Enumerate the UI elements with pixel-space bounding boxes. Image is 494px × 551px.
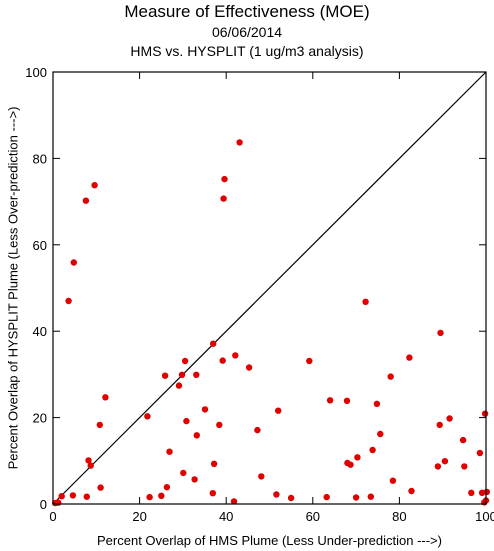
data-point	[258, 473, 265, 480]
data-point	[70, 259, 78, 266]
data-point	[216, 421, 223, 429]
data-point	[230, 498, 238, 505]
x-tick-label: 40	[219, 509, 233, 524]
data-point	[85, 457, 92, 464]
data-point	[210, 460, 218, 467]
y-tick-label: 80	[33, 151, 47, 166]
data-point	[459, 436, 467, 444]
data-point	[193, 371, 200, 378]
data-point	[82, 197, 90, 204]
data-point	[201, 406, 209, 413]
data-point	[146, 493, 153, 501]
data-point	[468, 489, 475, 496]
points-layer	[52, 139, 491, 507]
data-point	[97, 484, 104, 491]
data-point	[166, 448, 173, 455]
data-point	[441, 458, 449, 465]
data-point	[220, 195, 227, 202]
y-tick-label: 40	[33, 324, 47, 339]
data-point	[362, 298, 369, 305]
data-point	[232, 352, 239, 359]
data-point	[446, 415, 453, 422]
data-point	[181, 357, 189, 365]
data-point	[387, 373, 394, 380]
data-point	[406, 354, 413, 361]
data-point	[369, 446, 376, 454]
data-point	[183, 417, 190, 425]
y-tick-label: 20	[33, 411, 47, 426]
data-point	[343, 397, 351, 404]
data-point	[347, 461, 354, 468]
data-point	[210, 340, 217, 347]
data-point	[436, 421, 443, 429]
data-point	[193, 432, 200, 439]
plot-frame	[52, 71, 487, 505]
data-point	[191, 476, 198, 483]
y-axis-label: Percent Overlap of HYSPLIT Plume (Less O…	[6, 107, 21, 470]
data-point	[434, 463, 442, 470]
chart-subtitle-date: 06/06/2014	[211, 24, 283, 40]
data-point	[483, 488, 491, 496]
data-point	[163, 484, 171, 491]
data-point	[144, 413, 151, 420]
data-point	[161, 372, 169, 379]
x-tick-label: 20	[132, 509, 146, 524]
data-point	[219, 357, 226, 364]
data-point	[461, 463, 468, 470]
data-point	[91, 182, 98, 189]
data-point	[69, 492, 77, 499]
data-point	[65, 297, 72, 305]
data-point	[236, 139, 243, 146]
data-point	[58, 493, 65, 500]
data-point	[102, 394, 109, 401]
data-point	[254, 426, 261, 434]
data-point	[481, 410, 489, 417]
y-tick-label: 100	[25, 65, 47, 80]
data-point	[408, 487, 415, 495]
data-point	[367, 493, 374, 500]
data-point	[326, 397, 334, 404]
chart-title: Measure of Effectiveness (MOE)	[124, 2, 370, 21]
data-point	[275, 407, 282, 414]
x-tick-label: 60	[306, 509, 320, 524]
data-point	[306, 357, 313, 365]
data-point	[209, 490, 216, 497]
data-point	[178, 371, 186, 378]
data-point	[323, 493, 330, 501]
y-tick-label: 0	[40, 497, 47, 512]
data-point	[377, 430, 384, 438]
chart-subtitle-analysis: HMS vs. HYSPLIT (1 ug/m3 analysis)	[130, 43, 364, 59]
y-tick-label: 60	[33, 238, 47, 253]
data-point	[437, 329, 444, 337]
data-point	[245, 364, 253, 371]
data-point	[55, 499, 62, 506]
data-point	[476, 449, 484, 457]
data-point	[175, 382, 183, 389]
data-point	[478, 489, 486, 496]
data-point	[287, 494, 295, 502]
data-point	[389, 477, 397, 484]
data-point	[221, 175, 228, 183]
data-point	[158, 492, 165, 499]
data-point	[373, 400, 381, 407]
data-point	[180, 469, 187, 477]
x-axis-label: Percent Overlap of HMS Plume (Less Under…	[97, 533, 442, 548]
data-point	[83, 493, 91, 500]
data-point	[273, 491, 280, 498]
data-point	[354, 454, 361, 461]
data-point	[96, 421, 104, 429]
x-tick-label: 80	[392, 509, 406, 524]
x-tick-label: 100	[475, 509, 494, 524]
data-point	[87, 462, 94, 469]
x-tick-label: 0	[49, 509, 56, 524]
diagonal-reference-line	[52, 71, 487, 505]
data-point	[352, 494, 360, 501]
